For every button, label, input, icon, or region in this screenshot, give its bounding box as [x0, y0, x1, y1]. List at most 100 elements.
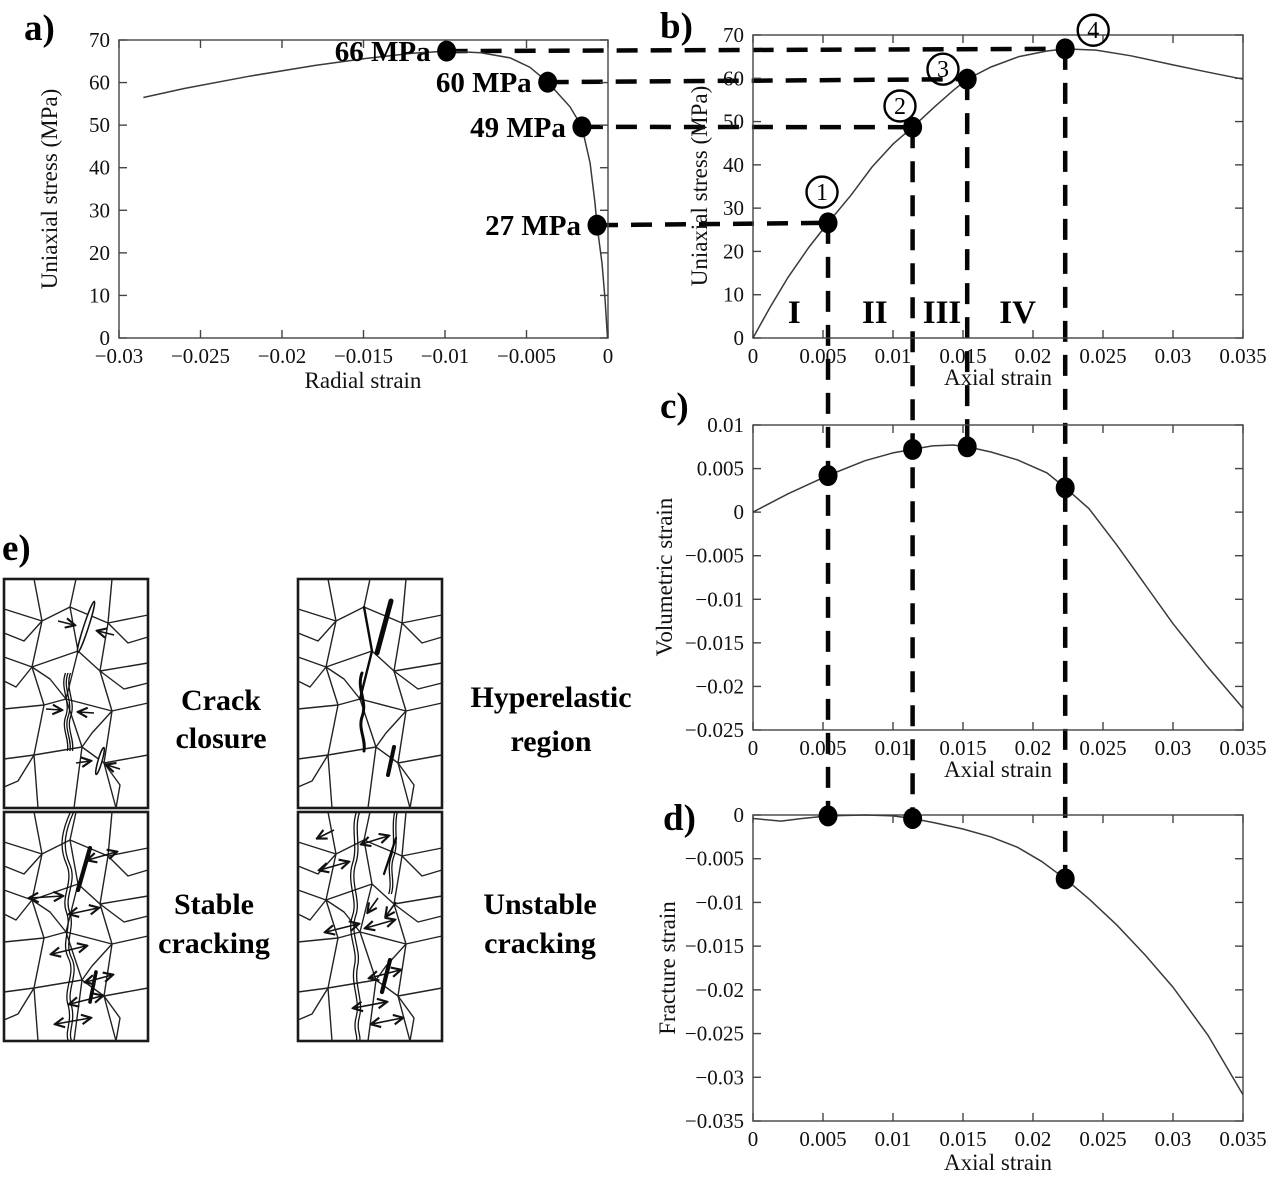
data-point	[1055, 868, 1075, 890]
x-axis-title-b: Axial strain	[944, 365, 1052, 390]
panel-b: b) Axial strain Uniaxial stress (MPa) 0 0…	[660, 6, 1267, 390]
data-point	[818, 805, 838, 827]
data-point	[587, 214, 607, 236]
x-tick-label: 0.01	[875, 1127, 912, 1151]
y-tick-label: 30	[89, 198, 110, 222]
y-tick-label: 0.005	[697, 457, 744, 481]
curve-a	[143, 50, 609, 339]
panel-e-schematics: e) Crack closure	[2, 528, 632, 1043]
data-point	[818, 212, 838, 234]
schematic-label-hyperelastic-line2: region	[510, 725, 591, 758]
x-tick-label: 0.03	[1155, 736, 1192, 760]
x-axis-title-c: Axial strain	[944, 757, 1052, 782]
y-tick-label: −0.025	[685, 1022, 744, 1046]
x-tick-label: 0.03	[1155, 1127, 1192, 1151]
y-axis-title-d: Fracture strain	[655, 901, 680, 1035]
y-tick-label: 0	[734, 803, 745, 827]
y-tick-label: −0.035	[685, 1109, 744, 1133]
x-tick-label: 0.01	[875, 736, 912, 760]
data-point	[818, 465, 838, 487]
y-axis-title-b: Uniaxial stress (MPa)	[687, 86, 712, 287]
circled-number-text: 3	[937, 57, 949, 83]
y-tick-label: −0.02	[695, 978, 744, 1002]
stress-label: 66 MPa	[335, 36, 431, 68]
y-tick-label: 0	[100, 326, 111, 350]
y-tick-label: 10	[89, 283, 110, 307]
y-tick-label: 50	[89, 113, 110, 137]
x-tick-label: 0.035	[1219, 1127, 1266, 1151]
x-tick-label: 0.015	[939, 1127, 986, 1151]
y-tick-label: 10	[723, 283, 744, 307]
plot-box-d	[752, 814, 1244, 1122]
y-axis-title-c: Volumetric strain	[652, 497, 677, 656]
region-label: III	[923, 295, 962, 331]
circled-number-text: 4	[1087, 18, 1099, 44]
x-axis-title-a: Radial strain	[305, 368, 422, 393]
closed-crack-lens	[76, 600, 96, 654]
y-tick-label: 20	[89, 241, 110, 265]
schematic-crack-closure	[2, 577, 150, 810]
x-tick-label: 0	[603, 344, 614, 368]
curve-d	[752, 814, 1244, 1096]
circled-number-text: 1	[816, 180, 828, 206]
panel-letter-c: c)	[660, 386, 689, 427]
dashed-connector	[596, 220, 829, 228]
y-tick-label: 30	[723, 196, 744, 220]
circled-number-text: 2	[894, 94, 906, 120]
data-point	[572, 116, 592, 138]
y-tick-label: −0.005	[685, 847, 744, 871]
x-tick-label: 0.03	[1155, 344, 1192, 368]
x-tick-label: 0.025	[1079, 736, 1126, 760]
panel-c: c) Axial strain Volumetric strain 0 0.005…	[652, 386, 1267, 782]
dashed-connector	[547, 76, 968, 85]
plot-box-a	[118, 39, 609, 339]
y-tick-label: −0.03	[695, 1065, 744, 1089]
y-tick-label: −0.01	[695, 587, 744, 611]
closed-crack-lens	[94, 746, 106, 776]
region-label: II	[862, 295, 888, 331]
region-label: IV	[999, 295, 1036, 331]
panel-a: a) Radial strain Uniaxial stress (MPa) −…	[24, 8, 613, 393]
y-tick-label: 0.01	[707, 413, 744, 437]
y-tick-label: −0.015	[685, 934, 744, 958]
circled-number	[926, 52, 960, 86]
y-tick-label: −0.015	[685, 631, 744, 655]
x-tick-label: 0.025	[1079, 1127, 1126, 1151]
panel-letter-b: b)	[660, 6, 693, 47]
curve-c	[752, 444, 1244, 709]
y-tick-label: 70	[89, 28, 110, 52]
x-tick-label: 0.025	[1079, 344, 1126, 368]
x-tick-label: −0.015	[334, 344, 393, 368]
y-tick-label: 0	[734, 500, 745, 524]
x-tick-label: 0.035	[1219, 736, 1266, 760]
data-point	[957, 68, 977, 90]
circled-number	[1076, 13, 1110, 47]
y-tick-label: 60	[723, 66, 744, 90]
y-tick-label: 50	[723, 110, 744, 134]
y-tick-label: −0.005	[685, 544, 744, 568]
stress-label: 60 MPa	[436, 67, 532, 99]
schematic-label-hyperelastic-line1: Hyperelastic	[470, 681, 631, 714]
curve-b	[752, 48, 1244, 339]
x-tick-label: 0	[748, 1127, 759, 1151]
data-point	[957, 436, 977, 458]
y-axis-title-a: Uniaxial stress (MPa)	[37, 89, 62, 290]
data-point	[1055, 38, 1075, 60]
data-point	[1055, 477, 1075, 499]
data-point	[903, 438, 923, 460]
stress-label: 27 MPa	[485, 210, 581, 242]
y-tick-label: 40	[89, 156, 110, 180]
y-tick-label: 20	[723, 239, 744, 263]
x-tick-label: 0.02	[1015, 1127, 1052, 1151]
schematic-label-unstable-line1: Unstable	[483, 888, 596, 921]
y-tick-label: −0.02	[695, 674, 744, 698]
circled-number	[883, 89, 917, 123]
y-tick-label: 70	[723, 23, 744, 47]
schematic-label-crack-closure-line1: Crack	[181, 684, 261, 717]
x-tick-label: 0	[748, 344, 759, 368]
plot-box-b	[752, 34, 1244, 339]
schematic-label-stable-line2: cracking	[158, 927, 270, 960]
schematic-stable-cracking	[2, 810, 150, 1043]
